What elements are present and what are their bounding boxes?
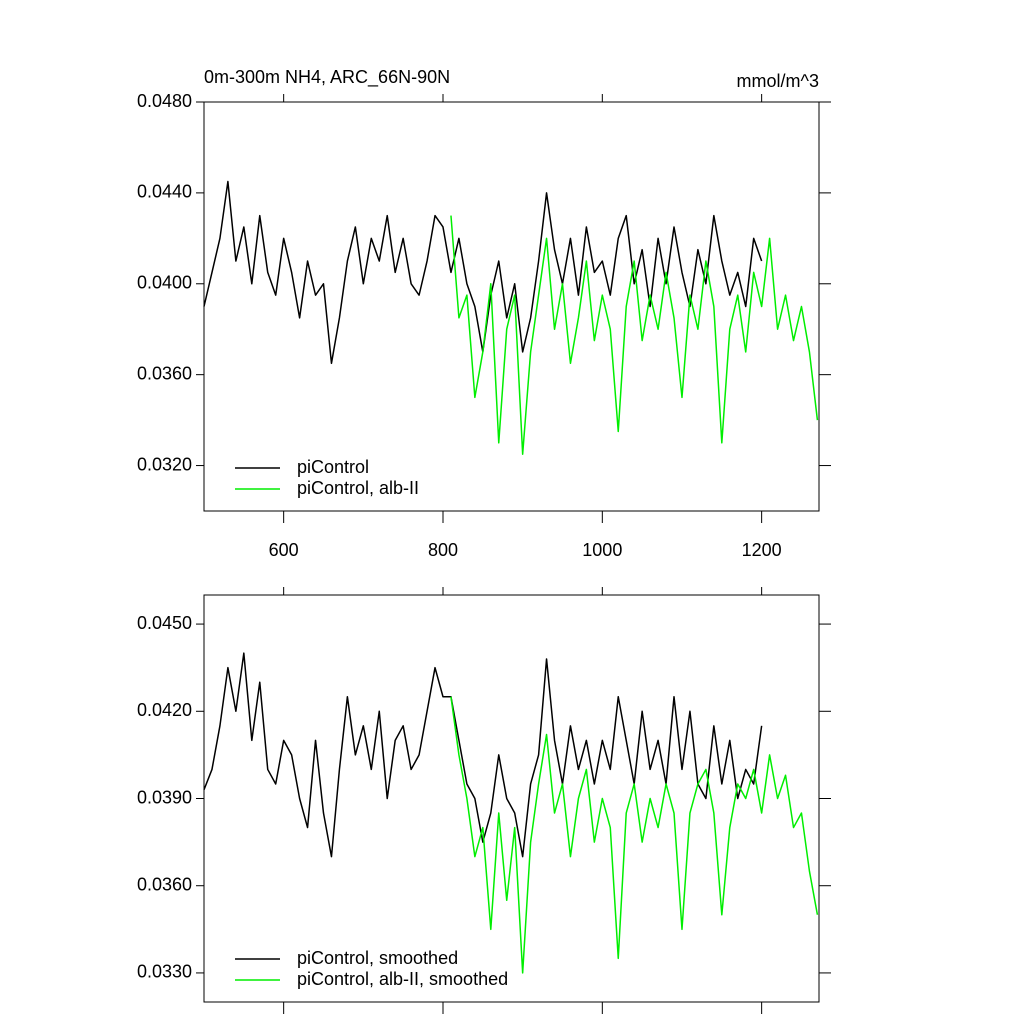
legend-label: piControl, alb-II, smoothed bbox=[297, 969, 508, 989]
data-line bbox=[450, 215, 819, 455]
data-line bbox=[203, 652, 763, 858]
y-tick-label: 0.0440 bbox=[137, 182, 192, 202]
y-tick-label: 0.0330 bbox=[137, 962, 192, 982]
legend-label: piControl bbox=[297, 457, 369, 477]
y-tick-label: 0.0450 bbox=[137, 613, 192, 633]
units-label: mmol/m^3 bbox=[737, 71, 819, 91]
x-tick-label: 1000 bbox=[582, 540, 622, 560]
x-tick-label: 600 bbox=[269, 540, 299, 560]
y-tick-label: 0.0360 bbox=[137, 874, 192, 894]
y-tick-label: 0.0320 bbox=[137, 454, 192, 474]
x-tick-label: 800 bbox=[428, 540, 458, 560]
y-tick-label: 0.0420 bbox=[137, 700, 192, 720]
y-tick-label: 0.0390 bbox=[137, 787, 192, 807]
y-tick-label: 0.0400 bbox=[137, 273, 192, 293]
data-line bbox=[203, 180, 763, 365]
chart-title: 0m-300m NH4, ARC_66N-90N bbox=[204, 67, 450, 88]
plot-frame bbox=[203, 594, 820, 1003]
x-tick-label: 1200 bbox=[742, 540, 782, 560]
y-tick-label: 0.0360 bbox=[137, 363, 192, 383]
legend-label: piControl, smoothed bbox=[297, 948, 458, 968]
legend-label: piControl, alb-II bbox=[297, 478, 419, 498]
y-tick-label: 0.0480 bbox=[137, 91, 192, 111]
data-line bbox=[450, 696, 819, 974]
